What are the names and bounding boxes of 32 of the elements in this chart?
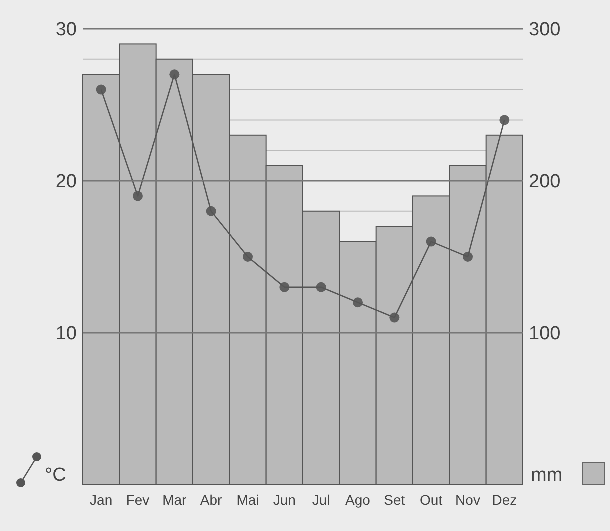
point <box>463 252 473 262</box>
x-tick-label: Nov <box>456 492 480 508</box>
point <box>170 70 180 80</box>
x-tick-label: Jan <box>90 492 113 508</box>
x-tick-label: Jun <box>273 492 296 508</box>
y2-tick-label: 300 <box>529 20 561 41</box>
point <box>390 312 400 323</box>
y-tick-label: 30 <box>56 20 77 41</box>
series-label: mm <box>531 465 563 486</box>
point <box>280 282 290 292</box>
x-tick-label: Set <box>384 492 406 508</box>
x-tick-label: Mai <box>236 492 260 508</box>
point <box>426 236 436 247</box>
x-tick-label: Mar <box>162 492 188 508</box>
y-tick-label: 20 <box>56 172 77 193</box>
point <box>206 206 216 216</box>
point <box>243 252 253 262</box>
legend-label: °C <box>45 465 66 486</box>
y2-tick-label: 100 <box>529 324 561 345</box>
x-tick-label: Fev <box>126 492 150 508</box>
x-tick-label: Ago <box>346 492 371 508</box>
y2-tick-label: 200 <box>529 172 561 193</box>
x-tick-label: Jul <box>312 492 330 508</box>
point <box>96 84 106 95</box>
point <box>133 191 143 202</box>
x-tick-label: Out <box>420 492 443 508</box>
point <box>353 298 363 308</box>
x-tick-label: Dez <box>492 492 518 508</box>
point <box>500 115 510 126</box>
y-tick-label: 10 <box>56 324 77 345</box>
x-tick-label: Abr <box>200 492 223 508</box>
point <box>316 282 326 292</box>
